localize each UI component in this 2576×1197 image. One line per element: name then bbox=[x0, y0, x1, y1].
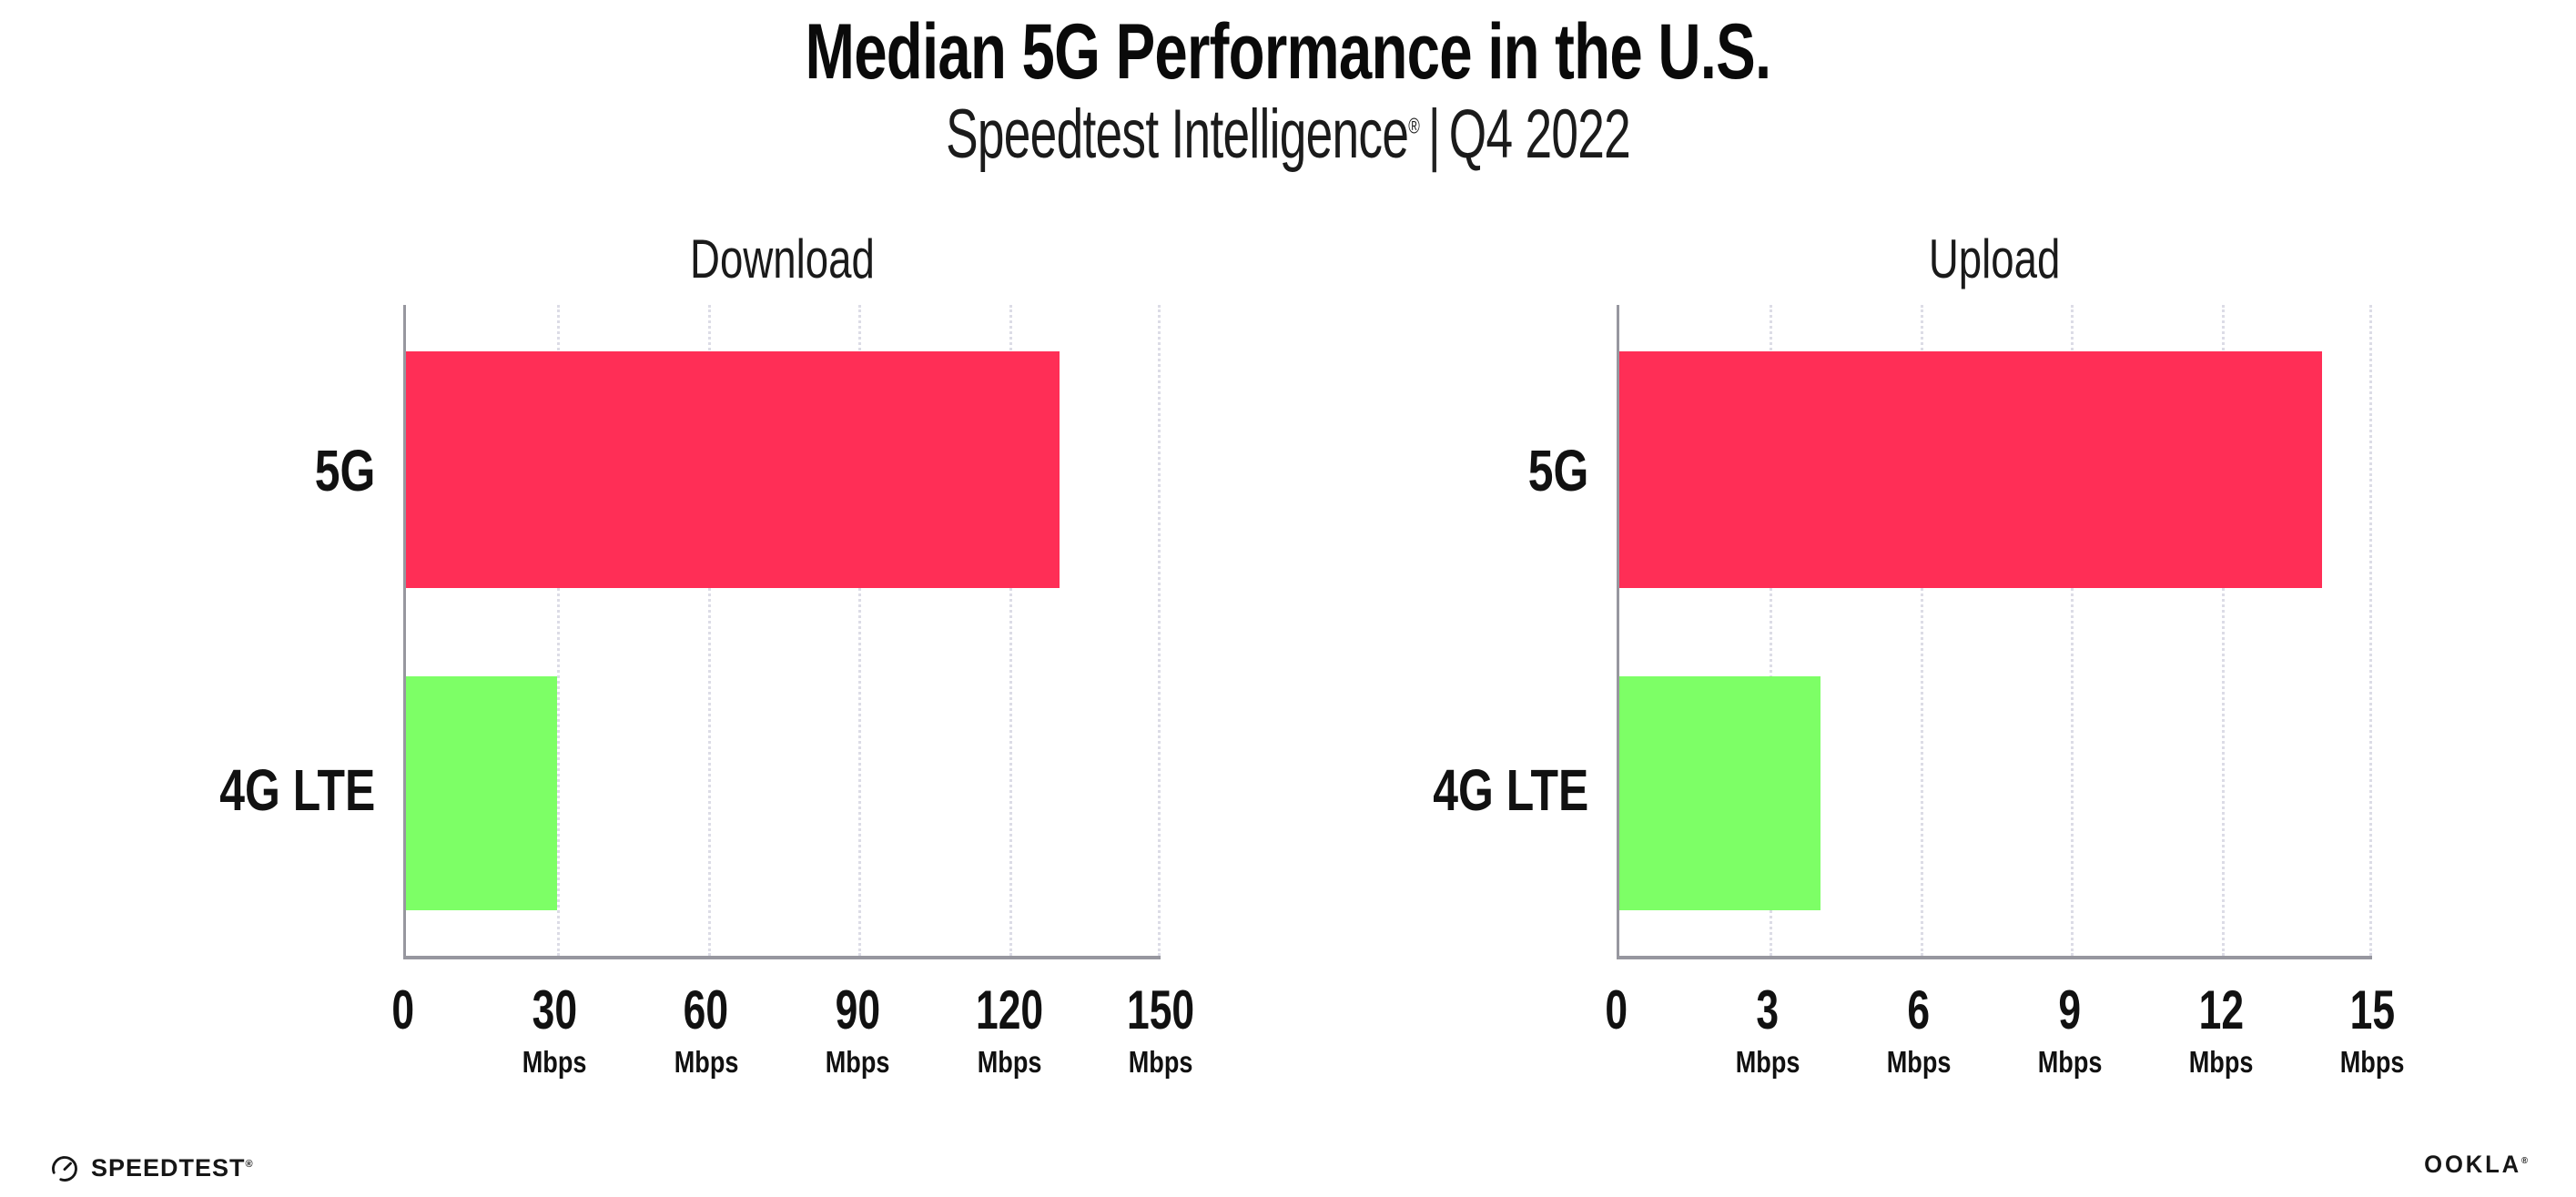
tick-unit: Mbps bbox=[522, 1045, 587, 1079]
subtitle-period: Q4 2022 bbox=[1448, 96, 1631, 174]
bar-4g-lte-download bbox=[406, 675, 557, 910]
tick-unit: Mbps bbox=[2037, 1045, 2103, 1079]
category-label-4g-lte: 4G LTE bbox=[218, 757, 375, 824]
tick-unit: Mbps bbox=[977, 1045, 1041, 1079]
gridline bbox=[1770, 305, 1773, 956]
page-subtitle: Speedtest Intelligence® | Q4 2022 bbox=[0, 98, 2576, 171]
header: Median 5G Performance in the U.S. Speedt… bbox=[0, 11, 2576, 171]
gridline bbox=[2369, 305, 2372, 956]
x-tick: 6 Mbps bbox=[1886, 979, 1952, 1079]
download-plot-area: 5G 4G LTE bbox=[219, 305, 1161, 959]
x-tick: 12 Mbps bbox=[2188, 979, 2254, 1079]
registered-mark: ® bbox=[245, 1159, 254, 1170]
speedtest-gauge-icon bbox=[51, 1155, 78, 1182]
gridline bbox=[1009, 305, 1013, 956]
x-tick: 90 Mbps bbox=[825, 979, 890, 1079]
category-label-5g: 5G bbox=[314, 437, 375, 503]
gridline bbox=[2071, 305, 2074, 956]
speedtest-logo: SPEEDTEST® bbox=[51, 1154, 254, 1182]
x-tick: 60 Mbps bbox=[674, 979, 739, 1079]
gridline bbox=[1158, 305, 1161, 956]
tick-unit: Mbps bbox=[674, 1045, 739, 1079]
gridline bbox=[707, 305, 711, 956]
tick-unit: Mbps bbox=[1735, 1045, 1800, 1079]
x-tick: 15 Mbps bbox=[2339, 979, 2405, 1079]
ookla-logo: OOKLA® bbox=[2419, 1151, 2530, 1179]
x-tick: 0 bbox=[1605, 979, 1628, 1040]
gridline bbox=[1920, 305, 1923, 956]
gridline bbox=[556, 305, 560, 956]
registered-mark: ® bbox=[1408, 114, 1420, 139]
x-tick: 30 Mbps bbox=[522, 979, 587, 1079]
gridline bbox=[858, 305, 862, 956]
x-tick: 0 bbox=[391, 979, 415, 1040]
category-label-4g-lte: 4G LTE bbox=[1432, 757, 1588, 824]
x-tick: 150 Mbps bbox=[1126, 979, 1195, 1079]
download-x-axis-ticks: 0 30 Mbps 60 Mbps 90 Mbps 120 Mbps 150 M… bbox=[392, 979, 1194, 1129]
subtitle-brand: Speedtest Intelligence bbox=[946, 96, 1409, 174]
bar-5g-upload bbox=[1619, 351, 2322, 588]
page-title: Median 5G Performance in the U.S. bbox=[805, 8, 1772, 96]
gridline bbox=[2221, 305, 2225, 956]
tick-unit: Mbps bbox=[2339, 1045, 2405, 1079]
registered-mark: ® bbox=[2521, 1156, 2530, 1166]
subtitle-separator: | bbox=[1427, 96, 1441, 174]
tick-unit: Mbps bbox=[2188, 1045, 2254, 1079]
tick-unit: Mbps bbox=[1128, 1045, 1193, 1079]
speedtest-wordmark: SPEEDTEST® bbox=[91, 1154, 254, 1182]
bar-4g-lte-upload bbox=[1619, 675, 1820, 910]
upload-plot-area: 5G 4G LTE bbox=[1433, 305, 2372, 959]
ookla-wordmark: OOKLA® bbox=[2424, 1151, 2530, 1178]
x-tick: 9 Mbps bbox=[2037, 979, 2103, 1079]
category-label-5g: 5G bbox=[1527, 437, 1588, 503]
x-tick: 120 Mbps bbox=[975, 979, 1043, 1079]
download-chart-title: Download bbox=[689, 228, 875, 289]
tick-unit: Mbps bbox=[825, 1045, 890, 1079]
upload-x-axis-ticks: 0 3 Mbps 6 Mbps 9 Mbps 12 Mbps 15 Mbps bbox=[1606, 979, 2405, 1129]
upload-chart-title: Upload bbox=[1928, 228, 2061, 289]
tick-unit: Mbps bbox=[1886, 1045, 1952, 1079]
x-tick: 3 Mbps bbox=[1735, 979, 1800, 1079]
bar-5g-download bbox=[406, 351, 1060, 588]
